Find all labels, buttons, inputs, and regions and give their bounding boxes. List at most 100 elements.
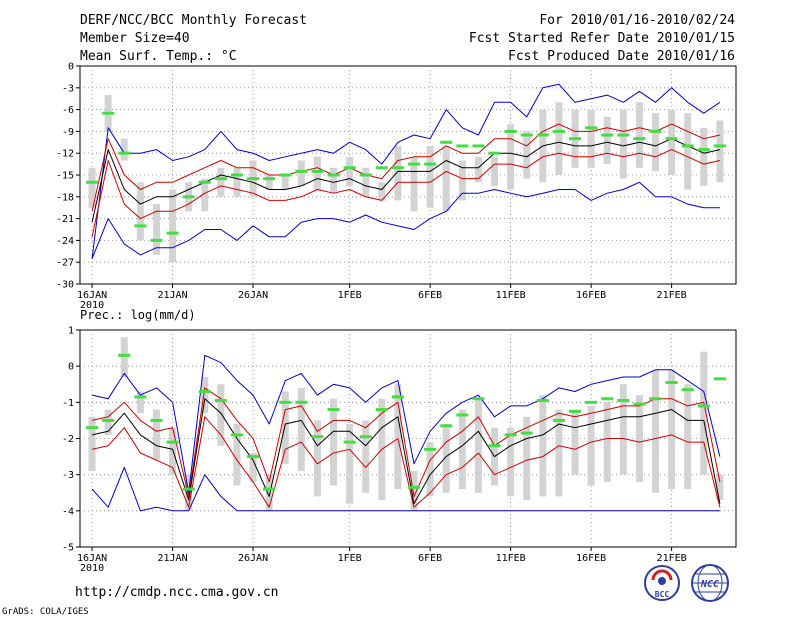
prec-ensemble-box xyxy=(297,387,305,472)
prec-ytick-label: -5 xyxy=(62,543,74,554)
prec-median-mark xyxy=(295,400,308,404)
temp-ensemble-box xyxy=(136,182,144,241)
temp-ytick-label: -15 xyxy=(56,171,74,182)
temp-xtick-label: 1FEB xyxy=(338,290,362,301)
temp-median-mark xyxy=(552,129,565,133)
temp-median-mark xyxy=(713,144,726,148)
prec-ensemble-box xyxy=(120,337,128,378)
temp-ensemble-box xyxy=(619,109,627,179)
prec-xtick-label: 16JAN xyxy=(77,553,107,564)
prec-median-mark xyxy=(665,380,678,384)
temp-median-mark xyxy=(311,169,324,173)
temp-median-mark xyxy=(520,133,533,137)
temp-median-mark xyxy=(649,129,662,133)
prec-median-mark xyxy=(118,353,131,357)
temp-median-mark xyxy=(359,173,372,177)
prec-median-mark xyxy=(713,377,726,381)
temp-ensemble-box xyxy=(281,175,289,190)
temp-xtick-label: 16FEB xyxy=(576,290,606,301)
temp-ensemble-box xyxy=(233,167,241,197)
temp-ensemble-box xyxy=(442,145,450,212)
prec-xtick-label: 21FEB xyxy=(657,553,687,564)
temp-ytick-label: -21 xyxy=(56,214,74,225)
prec-median-mark xyxy=(247,455,260,459)
prec-ensemble-box xyxy=(539,395,547,497)
header-start-date: Fcst Started Refer Date 2010/01/15 xyxy=(469,31,735,46)
temp-ensemble-box xyxy=(88,167,96,208)
prec-ensemble-box xyxy=(555,409,563,497)
header-period: For 2010/01/16-2010/02/24 xyxy=(539,13,735,28)
prec-xtick-label: 6FEB xyxy=(418,553,442,564)
temp-ensemble-box xyxy=(120,138,128,161)
prec-upper-line xyxy=(91,387,721,497)
prec-median-mark xyxy=(279,400,292,404)
prec-max-line xyxy=(91,354,721,494)
prec-ensemble-box xyxy=(619,384,627,475)
prec-median-mark xyxy=(182,487,195,491)
temp-median-mark xyxy=(279,173,292,177)
prec-ensemble-box xyxy=(507,427,515,497)
header-variable: Mean Surf. Temp.: °C xyxy=(80,49,237,64)
temp-median-mark xyxy=(150,238,163,242)
prec-ensemble-box xyxy=(652,369,660,493)
temp-ensemble-box xyxy=(716,120,724,183)
prec-ensemble-box xyxy=(330,398,338,486)
temp-ytick-label: -6 xyxy=(62,105,74,116)
temp-median-mark xyxy=(375,166,388,170)
prec-ytick-label: 1 xyxy=(68,326,74,337)
prec-median-mark xyxy=(86,426,99,430)
temp-ensemble-box xyxy=(700,127,708,186)
prec-ensemble-box xyxy=(635,395,643,482)
prec-median-mark xyxy=(375,408,388,412)
prec-median-mark xyxy=(343,440,356,444)
temp-ensemble-box xyxy=(684,113,692,190)
temp-median-mark xyxy=(86,180,99,184)
temp-median-mark xyxy=(295,169,308,173)
prec-median-mark xyxy=(520,431,533,435)
prec-xtick-label: 1FEB xyxy=(338,553,362,564)
prec-ensemble-box xyxy=(201,377,209,414)
temp-median-mark xyxy=(166,231,179,235)
prec-median-mark xyxy=(440,424,453,428)
prec-ensemble-box xyxy=(700,351,708,475)
prec-ensemble-box xyxy=(474,398,482,493)
prec-median-mark xyxy=(359,435,372,439)
prec-ytick-label: -1 xyxy=(62,398,74,409)
prec-median-mark xyxy=(408,485,421,489)
temp-ensemble-box xyxy=(652,113,660,172)
prec-median-mark xyxy=(488,444,501,448)
prec-ensemble-box xyxy=(88,416,96,472)
temp-xtick-label: 26JAN xyxy=(238,290,268,301)
temp-xtick-label: 16JAN xyxy=(77,290,107,301)
footer-url[interactable]: http://cmdp.ncc.cma.gov.cn xyxy=(75,585,279,600)
temp-ensemble-box xyxy=(217,167,225,197)
temp-ensemble-box xyxy=(410,156,418,212)
prec-median-mark xyxy=(552,418,565,422)
prec-median-mark xyxy=(198,389,211,393)
temp-ytick-label: -18 xyxy=(56,192,74,203)
prec-ensemble-box xyxy=(571,409,579,475)
temp-ensemble-box xyxy=(362,167,370,197)
temp-median-mark xyxy=(134,224,147,228)
prec-median-mark xyxy=(617,399,630,403)
prec-median-mark xyxy=(633,402,646,406)
prec-median-mark xyxy=(311,435,324,439)
header-title: DERF/NCC/BCC Monthly Forecast xyxy=(80,13,307,28)
prec-ensemble-box xyxy=(394,384,402,490)
prec-ensemble-box xyxy=(668,369,676,490)
prec-median-mark xyxy=(263,487,276,491)
temp-ensemble-box xyxy=(587,109,595,168)
prec-ensemble-box xyxy=(169,427,177,475)
prec-ensemble-box xyxy=(410,471,418,511)
prec-ensemble-box xyxy=(152,409,160,461)
prec-ensemble-box xyxy=(233,424,241,486)
prec-ensemble-box xyxy=(587,405,595,486)
temp-median-mark xyxy=(617,133,630,137)
prec-median-mark xyxy=(569,409,582,413)
temp-xtick-label: 6FEB xyxy=(418,290,442,301)
temp-median-mark xyxy=(343,166,356,170)
temp-ensemble-box xyxy=(330,167,338,194)
temp-ensemble-box xyxy=(474,156,482,183)
temp-ytick-label: -24 xyxy=(56,236,74,247)
